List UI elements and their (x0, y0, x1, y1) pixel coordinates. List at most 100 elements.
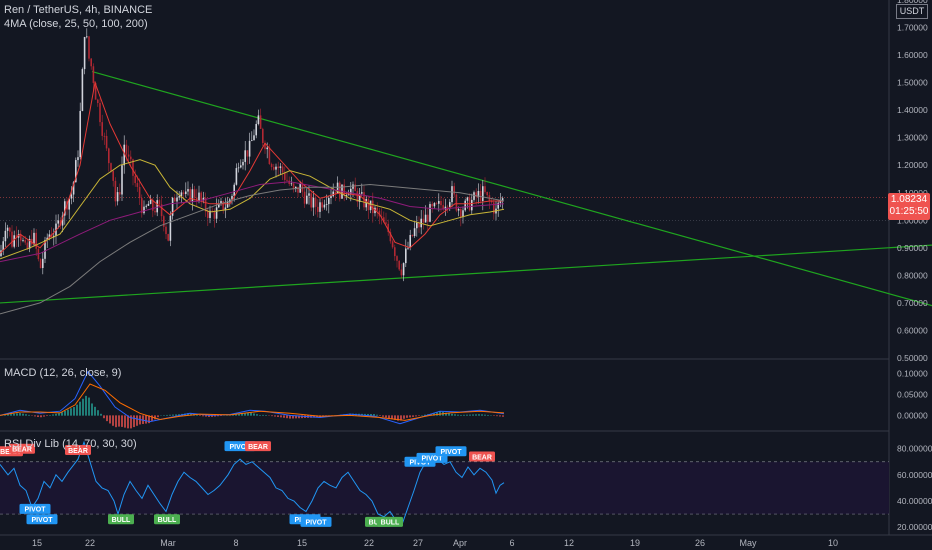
candle-body (105, 135, 108, 149)
macd-histogram-bar (232, 414, 234, 416)
rsi-bear-label-bg (245, 441, 271, 452)
macd-histogram-bar (46, 415, 48, 416)
macd-histogram-bar (265, 415, 267, 416)
candle-body (484, 186, 486, 192)
macd-histogram-bar (406, 415, 408, 418)
candle-body (277, 166, 279, 168)
ma-legend: 4MA (close, 25, 50, 100, 200) (4, 18, 148, 30)
candle-body (262, 128, 264, 144)
candle-body (224, 207, 227, 211)
macd-histogram-bar (145, 415, 147, 424)
macd-histogram-bar (496, 415, 498, 417)
macd-histogram-bar (13, 413, 15, 416)
candle-body (455, 194, 458, 211)
candle-body (187, 189, 189, 192)
candle-body (145, 205, 147, 207)
rsi-pivot-label-bg (19, 503, 51, 514)
candle-body (486, 191, 488, 196)
macd-histogram-bar (499, 415, 501, 417)
price-tick-label: 1.70000 (897, 23, 928, 33)
macd-histogram-bar (412, 415, 414, 417)
candle-body (290, 183, 293, 185)
time-tick-label: 19 (630, 538, 640, 548)
candle-body (240, 165, 242, 168)
macd-histogram-bar (148, 415, 150, 424)
macd-histogram-bar (439, 411, 441, 416)
candle-body (174, 197, 176, 202)
rsi-bull-label: BULL (112, 517, 131, 524)
macd-histogram-bar (418, 415, 420, 416)
candles (0, 28, 504, 282)
candle-body (244, 150, 246, 162)
candle-body (61, 215, 64, 226)
macd-histogram-bar (289, 415, 291, 419)
candle-body (482, 186, 484, 201)
candle-body (284, 172, 286, 180)
macd-histogram-bar (43, 415, 45, 417)
candle-body (405, 248, 407, 264)
time-tick-label: 22 (85, 538, 95, 548)
rsi-bear-label: BEAR (248, 444, 268, 451)
candle-body (204, 197, 207, 212)
candle-body (222, 201, 224, 211)
candle-body (11, 231, 13, 247)
macd-histogram-bar (10, 414, 12, 416)
macd-histogram-bar (235, 414, 237, 416)
candle-body (143, 206, 145, 214)
candle-body (394, 247, 396, 257)
macd-histogram-bar (49, 415, 51, 416)
macd-histogram-bar (238, 413, 240, 416)
candle-body (202, 197, 205, 200)
candle-body (97, 99, 99, 104)
macd-histogram-bar (175, 414, 177, 416)
candle-body (72, 182, 75, 195)
macd-histogram-bar (79, 401, 81, 416)
candle-body (464, 200, 466, 211)
candle-body (451, 186, 453, 203)
candle-body (490, 200, 493, 203)
price-tick-label: 1.40000 (897, 105, 928, 115)
price-tick-label: 0.60000 (897, 325, 928, 335)
macd-histogram-bar (61, 412, 63, 416)
macd-histogram-bar (76, 404, 78, 416)
candle-body (268, 147, 271, 165)
rsi-tick-label: 80.00000 (897, 444, 932, 454)
macd-tick-label: 0.05000 (897, 389, 928, 399)
macd-histogram-bar (430, 413, 432, 416)
macd-histogram-bar (295, 415, 297, 419)
candle-body (314, 197, 317, 207)
candle-body (22, 240, 24, 241)
time-axis: 15 22 Mar 8 15 22 27 Apr 6 12 19 26 May 10 (32, 538, 838, 548)
macd-histogram-bar (448, 413, 450, 416)
macd-histogram-bar (298, 415, 300, 419)
last-price-label: 1.08234 01:25:50 (888, 193, 930, 220)
candle-body (391, 241, 394, 248)
macd-histogram-bar (415, 415, 417, 417)
price-tick-label: 1.60000 (897, 50, 928, 60)
candle-body (79, 110, 81, 158)
macd-histogram-bar (277, 415, 279, 417)
candle-body (308, 193, 310, 196)
candle-body (68, 198, 70, 210)
macd-legend: MACD (12, 26, close, 9) (4, 367, 122, 379)
candle-body (167, 234, 169, 241)
candle-body (196, 197, 198, 201)
candle-body (189, 189, 191, 202)
candle-body (275, 166, 277, 170)
candle-body (185, 191, 187, 195)
candle-body (152, 199, 154, 211)
macd-histogram-bar (70, 408, 72, 416)
candle-body (477, 190, 480, 198)
candle-body (2, 241, 4, 251)
rsi-tick-label: 20.00000 (897, 522, 932, 532)
candle-body (446, 206, 449, 208)
macd-histogram-bar (253, 413, 255, 416)
candle-body (453, 186, 455, 195)
candle-body (176, 197, 178, 202)
candle-body (154, 210, 156, 213)
candle-body (163, 216, 165, 227)
bar-countdown: 01:25:50 (889, 206, 929, 217)
candle-body (101, 122, 103, 136)
currency-badge[interactable]: USDT (896, 4, 928, 19)
macd-histogram-bar (55, 413, 57, 416)
